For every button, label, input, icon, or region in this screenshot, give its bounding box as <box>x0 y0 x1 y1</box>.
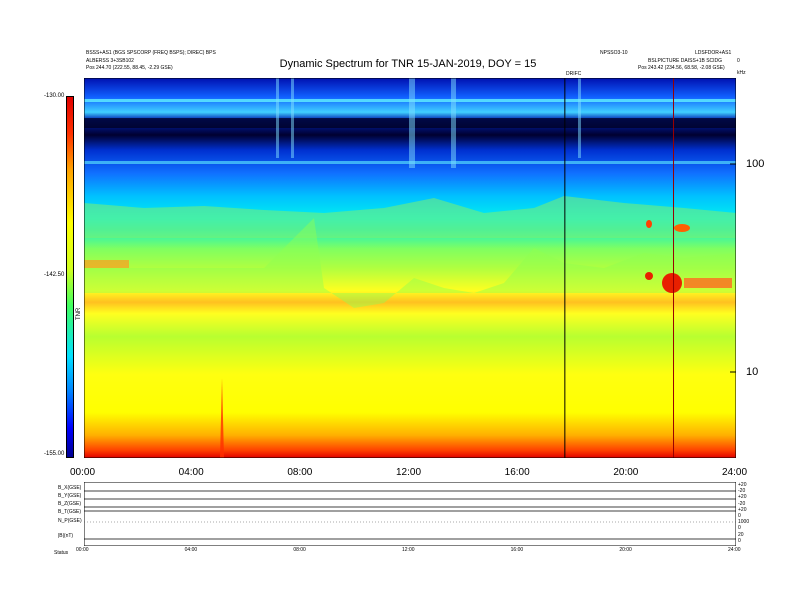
lower-right-label: 1000 <box>738 519 750 526</box>
header-right-corner: 0 <box>737 58 740 64</box>
lower-right-label: 0 <box>738 513 741 519</box>
y-ticks <box>730 163 736 373</box>
orange-band-right <box>684 278 732 288</box>
x-tick-label: 04:00 <box>178 467 204 478</box>
lower-x-tick-label: 12:00 <box>402 547 415 553</box>
lower-row-label: B_Z(GSE) <box>58 501 82 507</box>
colorbar-label-mid: -142.50 <box>44 272 65 278</box>
red-burst-2 <box>645 272 653 280</box>
header-left-line3: Pos 244.70 (222.55, 88.45, -2.29 GSE) <box>86 65 173 71</box>
header-right-line2: BSLPICTURE DAISS+1B SCIDG <box>648 58 723 64</box>
wisp-4 <box>451 78 456 168</box>
wisp-3 <box>409 78 415 168</box>
header-left-line2: ALBERSS 3+3SB102 <box>86 58 134 64</box>
red-burst-4 <box>674 224 690 232</box>
header-left-line1: BSSS+AS1 (BGS SPSCORP (FREQ BSPS); DIREC… <box>86 50 216 56</box>
lower-x-tick-label: 08:00 <box>293 547 306 553</box>
lower-right-label: -20 <box>738 500 746 507</box>
chart-title: Dynamic Spectrum for TNR 15-JAN-2019, DO… <box>279 58 537 70</box>
header-right-line3: Pos 243.42 (234.56, 68.58, -2.08 GSE) <box>638 65 725 71</box>
lower-right-label: 0 <box>738 525 741 532</box>
red-burst-3 <box>646 220 652 228</box>
lower-right-label: +20 <box>738 506 747 513</box>
colorbar-label-bottom: -155.00 <box>44 451 65 457</box>
x-tick-label: 12:00 <box>396 467 422 478</box>
lower-x-tick-label: 00:00 <box>76 547 89 553</box>
x-tick-label: 16:00 <box>504 467 530 478</box>
vertical-markers <box>564 78 675 458</box>
lower-row-label: B_X(GSE) <box>58 485 82 491</box>
lower-row-label: N_P(GSE) <box>58 518 82 524</box>
lower-right-label: -20 <box>738 488 746 495</box>
lower-panel <box>84 482 736 546</box>
x-tick-label: 00:00 <box>70 467 96 478</box>
y-tick-label-100: 100 <box>746 158 765 170</box>
x-tick-label: 24:00 <box>722 467 748 478</box>
lower-right-label: 0 <box>738 537 741 544</box>
green-region <box>84 196 736 238</box>
y-tick-label-10: 10 <box>746 366 759 378</box>
status-label: Status <box>54 550 69 556</box>
red-burst-1 <box>662 273 682 293</box>
header-right-corner2: kHz <box>737 70 746 76</box>
wisp-5 <box>578 78 581 158</box>
lower-row-label: B_Y(GSE) <box>58 493 82 499</box>
red-spike <box>220 378 224 458</box>
x-tick-label: 20:00 <box>613 467 639 478</box>
colorbar-label-top: -130.00 <box>44 93 65 99</box>
colorbar <box>66 96 74 458</box>
lower-right-label: +20 <box>738 482 747 488</box>
lower-x-tick-label: 04:00 <box>184 547 198 553</box>
lower-x-tick-label: 20:00 <box>619 547 632 553</box>
header-right-top: LDSFDOR+AS1 <box>695 50 732 56</box>
lower-panel-frame <box>84 482 736 546</box>
lower-x-tick-label: 16:00 <box>510 547 524 553</box>
lower-right-label: +20 <box>738 494 747 501</box>
spectrogram <box>84 78 736 458</box>
lower-row-label: B_T(GSE) <box>58 509 82 515</box>
orange-band-left <box>84 260 129 268</box>
x-tick-label: 08:00 <box>287 467 313 478</box>
marker-label: DRIFC <box>566 71 582 77</box>
wisp-2 <box>291 78 294 158</box>
colorbar-units: TNR <box>76 307 82 320</box>
lower-right-label: 20 <box>738 531 744 538</box>
lower-x-tick-label: 24:00 <box>728 547 741 553</box>
wisp-1 <box>276 78 279 158</box>
lower-row-label: |B|(nT) <box>58 533 74 539</box>
green-lobes <box>84 218 736 308</box>
header-right-mid: NPSSO3-10 <box>600 50 628 56</box>
